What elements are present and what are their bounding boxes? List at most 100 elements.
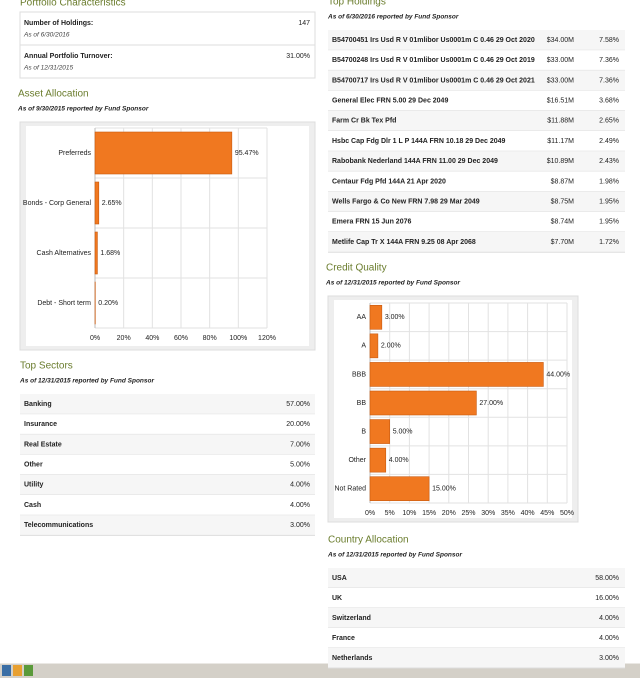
table-cell: Emera FRN 15 Jun 2076 <box>332 219 411 226</box>
value-label: 3.00% <box>385 314 405 321</box>
table-row <box>328 110 625 131</box>
table-row <box>328 588 625 608</box>
table-cell: Switzerland <box>332 615 371 622</box>
y-tick-label: AA <box>357 314 367 321</box>
row-label: Number of Holdings: <box>24 20 93 27</box>
table-cell: UK <box>332 595 342 602</box>
x-tick-label: 25% <box>461 510 475 517</box>
table-cell: Metlife Cap Tr X 144A FRN 9.25 08 Apr 20… <box>332 239 476 246</box>
y-tick-label: B <box>361 428 366 435</box>
y-tick-label: BB <box>357 400 367 407</box>
table-cell: 7.36% <box>599 77 619 84</box>
y-tick-label: Debt - Short term <box>37 300 91 307</box>
bar <box>94 131 233 175</box>
table-row <box>328 50 625 71</box>
section-title: Credit Quality <box>326 263 387 274</box>
table-cell: 7.00% <box>290 441 310 448</box>
taskbar-icon[interactable] <box>13 665 22 676</box>
value-label: 95.47% <box>235 150 259 157</box>
table-row <box>328 191 625 212</box>
x-tick-label: 40% <box>145 335 159 342</box>
bar <box>94 181 100 225</box>
table-cell: $11.88M <box>547 118 574 125</box>
x-tick-label: 35% <box>501 510 515 517</box>
value-label: 0.20% <box>98 300 118 307</box>
table-row <box>20 414 315 435</box>
table-row <box>328 568 625 588</box>
table-cell: B54700248 Irs Usd R V 01mlibor Us0001m C… <box>332 57 535 64</box>
x-tick-label: 80% <box>203 335 217 342</box>
x-tick-label: 5% <box>385 510 395 517</box>
table-cell: $7.70M <box>551 239 575 246</box>
value-label: 2.00% <box>381 343 401 350</box>
x-tick-label: 0% <box>90 335 100 342</box>
y-tick-label: Not Rated <box>334 486 366 493</box>
table-cell: General Elec FRN 5.00 29 Dec 2049 <box>332 98 448 105</box>
table-cell: 2.43% <box>599 158 619 165</box>
row-value: 31.00% <box>286 53 310 60</box>
table-cell: 2.65% <box>599 118 619 125</box>
table-cell: $33.00M <box>547 77 574 84</box>
table-cell: 1.95% <box>599 219 619 226</box>
table-cell: France <box>332 635 355 642</box>
value-label: 4.00% <box>389 457 409 464</box>
table-cell: Telecommunications <box>24 522 93 529</box>
table-cell: 1.98% <box>599 178 619 185</box>
bar <box>369 419 391 444</box>
value-label: 1.68% <box>100 250 120 257</box>
section-title: Top Holdings <box>328 0 386 8</box>
table-cell: 2.49% <box>599 138 619 145</box>
table-cell: 3.68% <box>599 98 619 105</box>
bar <box>369 304 383 330</box>
x-tick-label: 60% <box>174 335 188 342</box>
value-label: 15.00% <box>432 486 456 493</box>
table-cell: Insurance <box>24 421 57 428</box>
x-tick-label: 45% <box>540 510 554 517</box>
value-label: 5.00% <box>393 428 413 435</box>
section-subtitle: As of 12/31/2015 reported by Fund Sponso… <box>325 280 460 287</box>
value-label: 44.00% <box>546 371 570 378</box>
table-cell: 5.00% <box>290 462 310 469</box>
table-cell: 57.00% <box>286 401 310 408</box>
section-subtitle: As of 6/30/2016 reported by Fund Sponsor <box>327 14 459 21</box>
table-cell: 3.00% <box>599 655 619 662</box>
bar <box>369 390 477 416</box>
table-cell: Real Estate <box>24 441 62 448</box>
x-tick-label: 0% <box>365 510 375 517</box>
table-cell: 16.00% <box>595 595 619 602</box>
table-row <box>328 30 625 51</box>
table-cell: 20.00% <box>286 421 310 428</box>
section-subtitle: As of 12/31/2015 reported by Fund Sponso… <box>19 378 154 385</box>
taskbar-icon[interactable] <box>24 665 33 676</box>
bar <box>369 447 387 473</box>
table-row <box>328 608 625 628</box>
y-tick-label: A <box>361 343 366 350</box>
table-cell: B54700717 Irs Usd R V 01mlibor Us0001m C… <box>332 77 535 84</box>
value-label: 2.65% <box>102 200 122 207</box>
table-row <box>328 648 625 668</box>
table-row <box>20 495 315 516</box>
table-cell: 1.72% <box>599 239 619 246</box>
table-row <box>20 434 315 455</box>
section-subtitle: As of 9/30/2015 reported by Fund Sponsor <box>17 106 149 113</box>
taskbar-icon[interactable] <box>2 665 11 676</box>
table-cell: Farm Cr Bk Tex Pfd <box>332 118 396 125</box>
bar <box>369 476 430 502</box>
y-tick-label: Bonds - Corp General <box>23 200 92 207</box>
x-tick-label: 30% <box>481 510 495 517</box>
x-tick-label: 20% <box>442 510 456 517</box>
section-subtitle: As of 12/31/2015 reported by Fund Sponso… <box>327 552 462 559</box>
table-cell: $8.75M <box>551 199 575 206</box>
table-cell: $11.17M <box>547 138 574 145</box>
table-cell: 1.95% <box>599 199 619 206</box>
table-cell: $10.89M <box>547 158 574 165</box>
table-row <box>20 474 315 495</box>
row-date: As of 12/31/2015 <box>23 65 74 72</box>
table-cell: 58.00% <box>595 575 619 582</box>
table-cell: Other <box>24 462 43 469</box>
table-cell: 3.00% <box>290 522 310 529</box>
table-cell: 7.58% <box>599 37 619 44</box>
bar <box>369 362 544 387</box>
bar <box>369 333 379 359</box>
table-row <box>328 131 625 152</box>
